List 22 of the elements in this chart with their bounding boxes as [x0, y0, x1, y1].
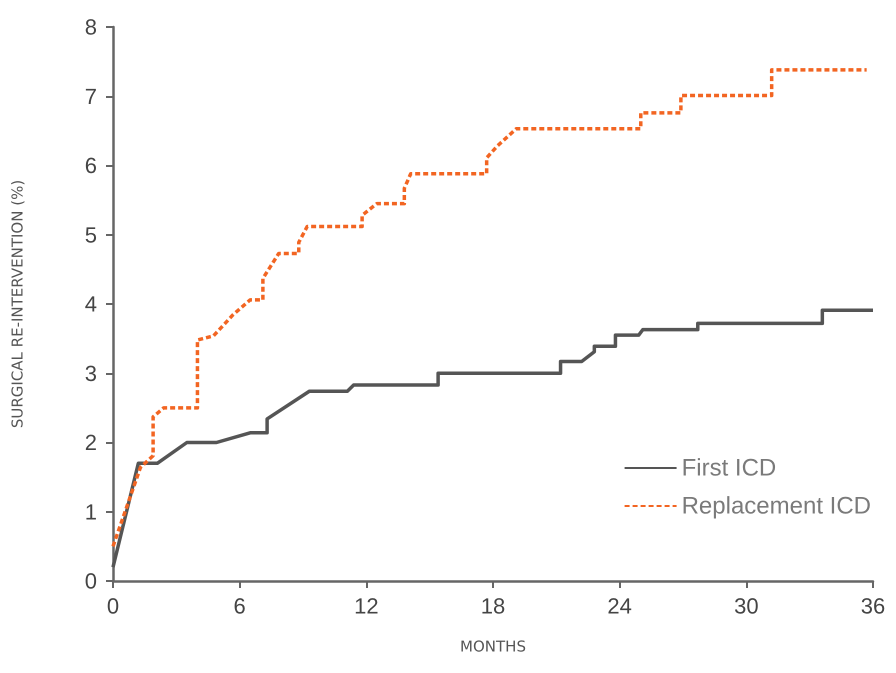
- x-tick-label: 6: [234, 594, 246, 618]
- line-series: [111, 308, 875, 569]
- y-axis-title: SURGICAL RE-INTERVENTION (%): [8, 180, 26, 428]
- y-tick-label: 2: [84, 430, 97, 455]
- y-tick-label: 5: [84, 222, 97, 248]
- x-tick-label: 36: [860, 594, 886, 618]
- y-tick-label: 3: [84, 360, 97, 386]
- x-axis-title: MONTHS: [460, 638, 526, 656]
- x-tick-label: 0: [106, 594, 120, 618]
- legend-label: Replacement ICD: [682, 492, 872, 520]
- y-tick-label: 7: [84, 84, 97, 109]
- x-tick-label: 18: [480, 594, 506, 618]
- y-tick-label: 4: [84, 292, 97, 316]
- legend-label: First ICD: [682, 454, 776, 482]
- x-tick-label: 30: [734, 594, 759, 618]
- line-series: [111, 68, 868, 548]
- y-tick-label: 0: [84, 568, 97, 594]
- x-tick-label: 12: [354, 594, 379, 618]
- y-tick-label: 8: [84, 14, 97, 40]
- y-tick-label: 6: [84, 153, 97, 178]
- y-tick-label: 1: [84, 499, 97, 524]
- x-tick-label: 24: [607, 594, 632, 618]
